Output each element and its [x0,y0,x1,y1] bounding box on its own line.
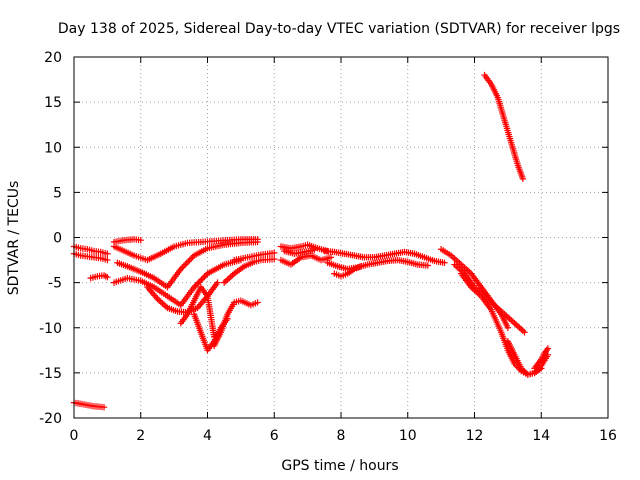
series-arc-n [231,249,278,264]
x-tick-label: 4 [203,428,212,444]
series-arc-f [110,236,261,264]
grid-lines [74,57,608,418]
data-point [198,276,205,283]
y-tick-label: 5 [53,185,62,201]
x-tick-label: 0 [70,428,79,444]
data-point [180,262,187,270]
series-arc-w [457,270,545,378]
data-point [177,265,184,273]
data-point [544,345,552,352]
data-point [104,274,111,281]
data-point [271,249,278,257]
y-tick-label: 15 [44,95,62,111]
data-point [327,254,335,261]
x-tick-label: 12 [466,428,484,444]
series-arc-j [177,283,218,340]
y-tick-label: -5 [48,276,62,292]
series-arc-t [331,263,365,280]
data-point [543,346,551,354]
series-arc-g [114,238,261,291]
chart-title: Day 138 of 2025, Sidereal Day-to-day VTE… [58,21,620,37]
x-tick-label: 10 [399,428,417,444]
series-arc-i [144,279,221,316]
series-arc-c [70,250,111,264]
data-point [441,259,448,266]
data-point [271,255,278,263]
data-point [104,256,111,264]
series-arc-b [70,243,111,257]
data-point [199,274,207,282]
x-tick-label: 14 [532,428,550,444]
data-point [137,237,144,244]
data-point [196,277,204,285]
series-arc-r [321,247,448,266]
series-arc-l [210,297,261,349]
series-arc-e [110,236,144,246]
data-point [182,261,189,268]
series-arc-p [277,252,335,268]
data-point [189,253,196,261]
data-point [214,279,221,286]
series-arc-s [324,256,431,273]
data-point [201,273,208,280]
data-point [104,250,111,257]
x-tick-label: 16 [599,428,617,444]
x-axis-title: GPS time / hours [281,458,398,474]
data-point [536,357,544,365]
y-tick-label: -15 [39,366,62,382]
y-tick-label: -10 [39,321,62,337]
data-point [192,282,199,289]
axis-ticks: 0 2 4 6 8 10 12 14 16 -20 -15 -10 -5 0 5 10 15 20 [39,50,617,444]
data-point [187,255,195,262]
y-tick-label: -20 [39,411,62,427]
x-tick-label: 8 [337,428,346,444]
data-point [311,246,318,254]
series-arc-m [220,255,278,286]
data-point [186,256,193,264]
data-point [504,324,512,331]
data-point [100,403,108,411]
data-point [185,258,192,265]
series-arc-d [87,272,111,282]
y-tick-label: 20 [44,50,62,66]
series-arc-q [281,246,318,257]
data-point [183,259,190,267]
y-axis-title: SDTVAR / TECUs [6,181,22,296]
data-point [195,279,202,286]
data-point [424,262,431,269]
data-point [193,280,201,288]
x-tick-label: 2 [136,428,145,444]
plot-frame [73,56,609,419]
data-points [70,71,552,411]
y-tick-label: 0 [53,231,62,247]
series-arc-a [70,399,108,411]
data-point [357,263,365,270]
data-point [519,175,527,183]
data-point [190,283,198,291]
data-point [254,238,261,246]
data-point [179,264,186,271]
series-arc-y [531,345,552,372]
data-point [202,271,210,279]
x-tick-label: 6 [270,428,279,444]
data-point [521,329,528,336]
data-point [254,299,261,306]
series-arc-z [481,71,527,183]
y-tick-label: 10 [44,140,62,156]
